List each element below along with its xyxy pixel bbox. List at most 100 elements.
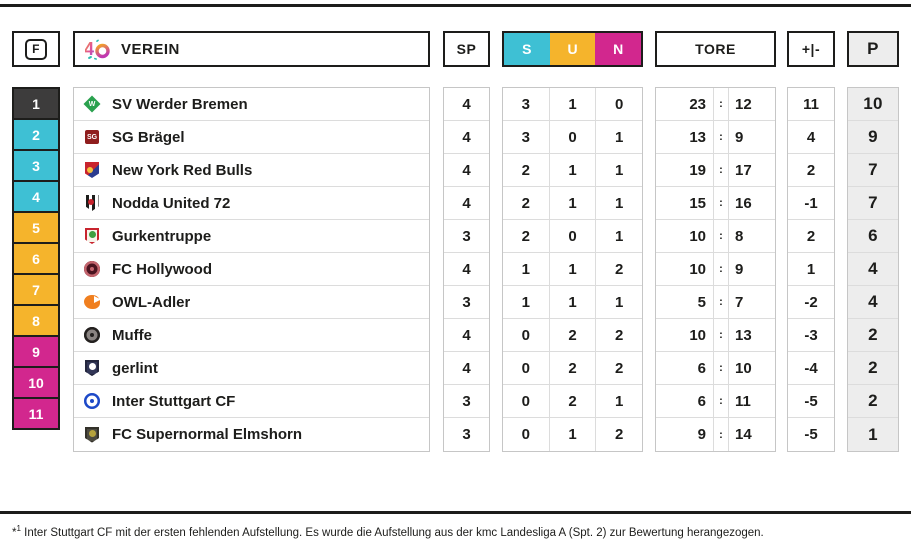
diff-cell: -1	[788, 187, 834, 220]
wins-cell: 2	[521, 194, 530, 212]
points-cell: 7	[848, 187, 898, 220]
goals-colon: :	[714, 253, 729, 285]
losses-cell: 0	[595, 88, 642, 120]
position-badge: 7	[12, 273, 60, 306]
goals-for: 23	[656, 88, 714, 120]
club-logo-base	[84, 261, 100, 277]
club-logo	[83, 161, 101, 179]
diff-cell: 2	[788, 220, 834, 253]
club-cell: gerlint	[74, 352, 429, 385]
sp-cell: 4	[444, 253, 489, 286]
club-logo	[83, 293, 101, 311]
losses-cell: 2	[595, 319, 642, 351]
diff-header-label: +|-	[801, 41, 821, 57]
diff-column-header: +|-	[787, 31, 835, 67]
sp-cell: 3	[444, 286, 489, 319]
club-cell: Muffe	[74, 319, 429, 352]
draws-header-label: U	[549, 33, 596, 65]
club-logo-base	[84, 327, 100, 343]
position-badge: 8	[12, 304, 60, 337]
position-column: 1 2 3 4 5 6 7 8 9 10 11	[12, 87, 60, 430]
club-cell: OWL-Adler	[74, 286, 429, 319]
goals-cell: 10:13	[656, 319, 775, 352]
club-name: SV Werder Bremen	[112, 95, 248, 113]
sp-header-label: SP	[456, 41, 477, 57]
goals-cell: 10:8	[656, 220, 775, 253]
points-cell: 9	[848, 121, 898, 154]
club-logo-letter: W	[88, 100, 96, 108]
sp-cell: 4	[444, 319, 489, 352]
goals-cell: 13:9	[656, 121, 775, 154]
points-cell: 1	[868, 424, 878, 444]
points-cell: 7	[848, 154, 898, 187]
goals-colon: :	[714, 418, 729, 451]
draws-cell: 1	[548, 418, 596, 451]
wins-cell: 0	[521, 326, 530, 344]
club-name: FC Hollywood	[112, 260, 212, 278]
position-badge: 5	[12, 211, 60, 244]
goals-against: 10	[735, 359, 752, 377]
tore-header-label: TORE	[695, 41, 736, 57]
position-badge: 4	[12, 180, 60, 213]
sp-cell: 4	[444, 88, 489, 121]
goals-cell: 6:11	[656, 385, 775, 418]
goals-colon: :	[714, 385, 729, 417]
draws-cell: 1	[548, 286, 596, 318]
losses-cell: 1	[595, 385, 642, 417]
club-logo	[83, 392, 101, 410]
goals-against: 8	[735, 227, 744, 245]
draws-cell: 2	[548, 352, 596, 384]
footnote-marker: *	[12, 526, 17, 539]
position-badge: 10	[12, 366, 60, 399]
draws-cell: 2	[548, 319, 596, 351]
club-logo-emblem	[87, 167, 93, 173]
sp-cell: 4	[444, 121, 489, 154]
club-logo	[83, 260, 101, 278]
club-cell: FC Hollywood	[74, 253, 429, 286]
position-badge: 2	[12, 118, 60, 151]
goals-for: 13	[656, 121, 714, 153]
goals-against: 16	[735, 194, 752, 212]
position-column-header: F	[12, 31, 60, 67]
footnote-marker-sup: 1	[16, 524, 21, 533]
club-logo-emblem	[88, 231, 96, 238]
club-logo-letter: SG	[86, 133, 98, 141]
goals-for: 10	[656, 220, 714, 252]
draws-cell: 2	[548, 385, 596, 417]
wins-cell: 0	[521, 426, 530, 443]
club-logo	[83, 426, 101, 444]
position-header-icon: F	[25, 38, 47, 60]
points-cell: 6	[848, 220, 898, 253]
goals-for: 6	[656, 352, 714, 384]
club-name: Nodda United 72	[112, 194, 231, 212]
club-logo: SG	[83, 128, 101, 146]
goals-for: 5	[656, 286, 714, 318]
goals-for: 10	[656, 319, 714, 351]
wins-cell: 0	[521, 359, 530, 377]
diff-cell: -5	[788, 385, 834, 418]
wins-cell: 3	[521, 95, 530, 113]
goals-for: 9	[656, 418, 714, 451]
sp-cell: 3	[462, 426, 471, 443]
draws-cell: 1	[548, 253, 596, 285]
goals-cell: 6:10	[656, 352, 775, 385]
goals-colon: :	[714, 154, 729, 186]
club-name: gerlint	[112, 359, 158, 377]
goals-cell: 23:12	[656, 88, 775, 121]
wins-cell: 1	[521, 260, 530, 278]
top-divider	[0, 4, 911, 7]
goals-cell: 15:16	[656, 187, 775, 220]
sun-column-header: S U N	[502, 31, 643, 67]
sp-cell: 4	[444, 154, 489, 187]
draws-cell: 1	[548, 154, 596, 186]
bottom-divider	[0, 511, 911, 514]
club-cell: Inter Stuttgart CF	[74, 385, 429, 418]
sp-cell: 4	[444, 352, 489, 385]
